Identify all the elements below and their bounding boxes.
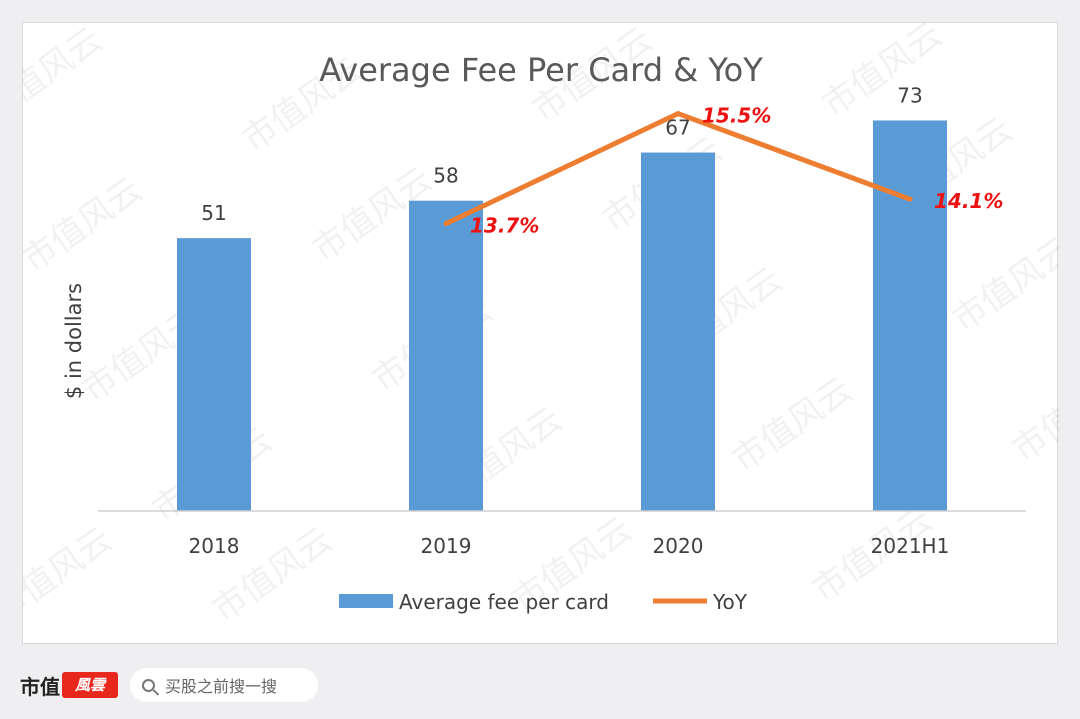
x-tick-label: 2019 — [421, 534, 472, 558]
yoy-point — [443, 221, 449, 227]
brand-logo-mark: 風雲 — [62, 672, 118, 698]
bar-data-label: 73 — [897, 83, 922, 107]
x-tick-layer: 2018 2019 2020 2021H1 — [189, 534, 950, 558]
footer: 市值 風雲 买股之前搜一搜 — [20, 667, 318, 703]
yoy-point — [675, 111, 681, 117]
bar-data-label: 51 — [201, 201, 226, 225]
bars-layer — [177, 120, 947, 512]
x-tick-label: 2018 — [189, 534, 240, 558]
legend-label-bar: Average fee per card — [399, 590, 609, 614]
chart-title: Average Fee Per Card & YoY — [319, 51, 763, 89]
bar-data-label: 58 — [433, 164, 458, 188]
bar — [177, 238, 251, 511]
bar — [409, 200, 483, 511]
brand-logo-text: 市值 — [20, 674, 60, 699]
x-tick-label: 2021H1 — [871, 534, 950, 558]
yoy-data-label: 14.1% — [934, 189, 1003, 213]
yoy-point — [907, 196, 913, 202]
chart-panel: 市值风云 市值风云 市值风云 市值风云 市值风云 市值风云 市值风云 市值风云 市值风云 市值风云… — [22, 22, 1059, 644]
search-placeholder: 买股之前搜一搜 — [165, 677, 278, 696]
x-tick-label: 2020 — [653, 534, 704, 558]
yoy-line-layer: 13.7% 15.5% 14.1% — [443, 104, 1003, 238]
watermark-text: 市值风云 — [725, 370, 859, 481]
watermark-text: 市值风云 — [23, 520, 120, 631]
yoy-data-label: 13.7% — [470, 214, 539, 238]
bar — [641, 152, 715, 512]
legend-label-line: YoY — [712, 590, 748, 614]
legend: Average fee per card YoY — [339, 590, 748, 614]
watermark-text: 市值风云 — [23, 23, 110, 130]
yoy-data-label: 15.5% — [702, 104, 771, 128]
watermark-text: 市值风云 — [1005, 360, 1059, 471]
search-button[interactable]: 买股之前搜一搜 — [130, 668, 318, 702]
watermark-text: 市值风云 — [23, 170, 150, 281]
watermark-text: 市值风云 — [815, 23, 949, 125]
watermark-text: 市值风云 — [945, 230, 1059, 341]
legend-swatch-bar — [339, 594, 393, 608]
search-icon — [142, 678, 155, 692]
bar — [873, 120, 947, 511]
y-axis-title: $ in dollars — [62, 283, 86, 399]
